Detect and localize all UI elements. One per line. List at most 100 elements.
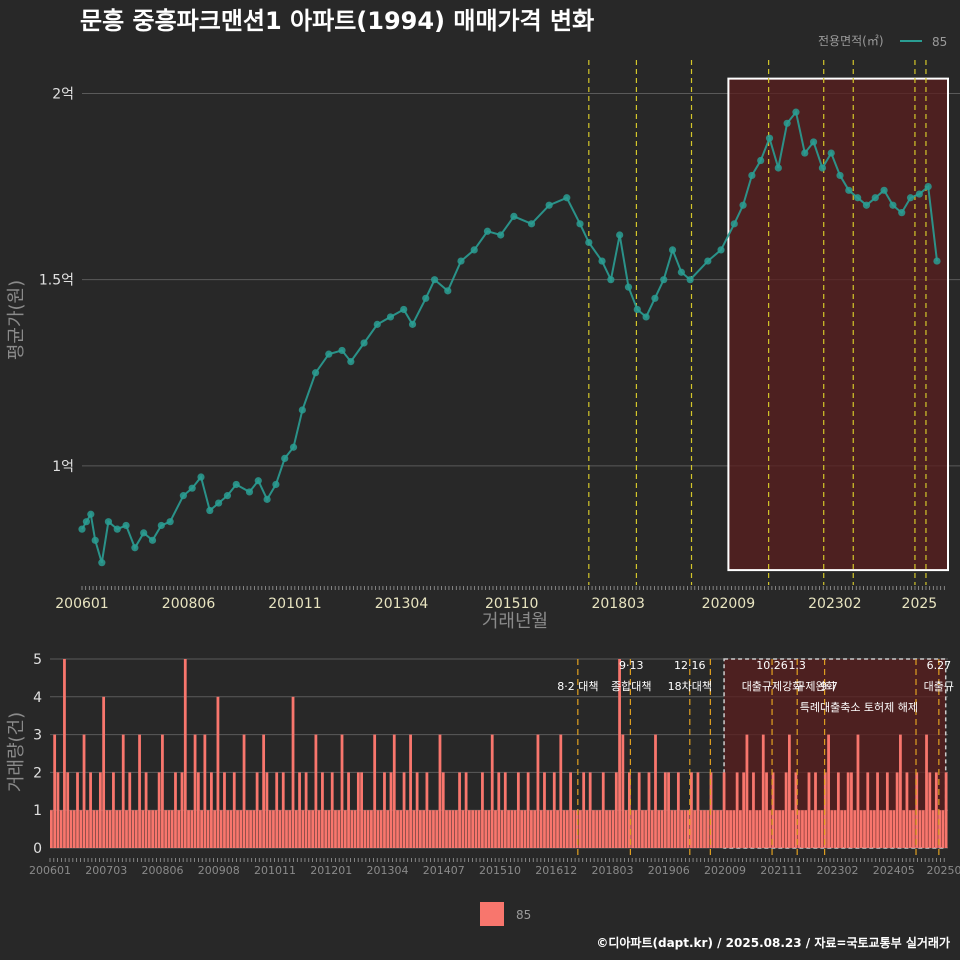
price-point (765, 134, 774, 142)
volume-bar (249, 810, 252, 848)
volume-bar (193, 734, 197, 848)
price-point (91, 536, 99, 544)
volume-bar (422, 810, 426, 848)
y-tick-label: 3 (33, 728, 42, 744)
volume-bar (464, 772, 468, 848)
x-tick-label: 202111 (760, 864, 802, 877)
x-tick-label: 200703 (85, 864, 127, 877)
price-point (311, 369, 320, 377)
volume-bar (872, 810, 876, 848)
volume-bar (928, 772, 932, 848)
x-tick-label: 201510 (485, 596, 538, 612)
volume-bar (784, 772, 788, 848)
volume-bar (836, 772, 840, 848)
x-tick-label: 200601 (55, 596, 108, 612)
legend-title: 전용면적(㎡) (818, 34, 884, 48)
volume-bar (304, 772, 308, 848)
volume-bar (680, 810, 684, 848)
volume-bar (546, 810, 550, 848)
volume-bar (125, 810, 128, 848)
price-point (386, 313, 395, 321)
x-tick-label: 202009 (702, 596, 755, 612)
volume-bar (226, 810, 230, 848)
price-point (470, 246, 478, 254)
volume-bar (376, 810, 380, 848)
volume-bar (425, 772, 429, 848)
policy-annotation: 특례대출축소 토허제 해제 (800, 700, 918, 714)
volume-bar (180, 772, 184, 848)
volume-bar (167, 810, 171, 848)
price-point (845, 186, 853, 194)
volume-bar (516, 772, 520, 848)
volume-bar (729, 810, 732, 848)
volume-bar (889, 810, 892, 848)
volume-bar (683, 810, 687, 848)
price-point (254, 477, 262, 485)
policy-annotation: 1.3 (788, 659, 806, 672)
volume-bar (817, 810, 821, 848)
volume-bar (405, 810, 409, 848)
price-point (906, 194, 915, 202)
policy-annotation: 대출규 (924, 680, 954, 693)
volume-bar (843, 810, 847, 848)
volume-bar (92, 810, 96, 848)
volume-bar (938, 810, 941, 848)
volume-bar (151, 810, 155, 848)
top-highlight-box (727, 77, 950, 572)
policy-annotation: 10.26 (756, 659, 788, 672)
volume-bar (765, 772, 768, 848)
legend-bar-swatch (480, 902, 504, 926)
volume-bar (598, 810, 602, 848)
price-point (642, 313, 650, 321)
volume-bar (144, 772, 148, 848)
volume-bar (363, 810, 367, 848)
volume-bar (327, 810, 331, 848)
volume-bar (85, 810, 89, 848)
volume-bar (301, 810, 305, 848)
price-point (289, 443, 298, 451)
volume-bar (846, 772, 850, 848)
price-point (527, 220, 536, 228)
volume-bar (703, 810, 706, 848)
volume-bar (324, 810, 328, 848)
price-point (223, 492, 232, 500)
volume-bar (89, 772, 92, 848)
volume-bar (262, 734, 266, 848)
volume-bar (879, 810, 883, 848)
volume-bar (797, 810, 801, 848)
x-tick-label: 201803 (591, 596, 644, 612)
price-point (809, 138, 818, 146)
price-point (616, 231, 624, 239)
volume-bar (112, 772, 115, 848)
volume-bar (370, 810, 373, 848)
volume-bar (696, 772, 700, 848)
volume-bar (330, 772, 334, 848)
volume-bar (481, 772, 484, 848)
volume-bar (814, 772, 817, 848)
volume-bar (118, 810, 122, 848)
volume-bar (50, 810, 53, 848)
volume-bar (487, 810, 491, 848)
volume-bar (210, 772, 213, 848)
volume-bar (334, 810, 337, 848)
x-tick-label: 201011 (268, 596, 321, 612)
price-point (430, 276, 439, 284)
volume-bar (572, 810, 576, 848)
volume-bar (242, 734, 246, 848)
volume-bar (833, 810, 837, 848)
volume-bar (925, 734, 928, 848)
price-point (748, 171, 756, 180)
policy-annotation: 대출규제강화 (742, 680, 803, 693)
volume-bar (294, 810, 298, 848)
x-tick-label: 201304 (367, 864, 409, 877)
price-point (827, 149, 835, 157)
price-point (197, 473, 205, 481)
price-point (545, 201, 553, 209)
volume-bar (840, 810, 844, 848)
volume-bar (138, 734, 141, 848)
price-point (131, 544, 139, 552)
volume-bar (347, 772, 350, 848)
volume-bar (801, 810, 804, 848)
price-point (792, 108, 800, 116)
